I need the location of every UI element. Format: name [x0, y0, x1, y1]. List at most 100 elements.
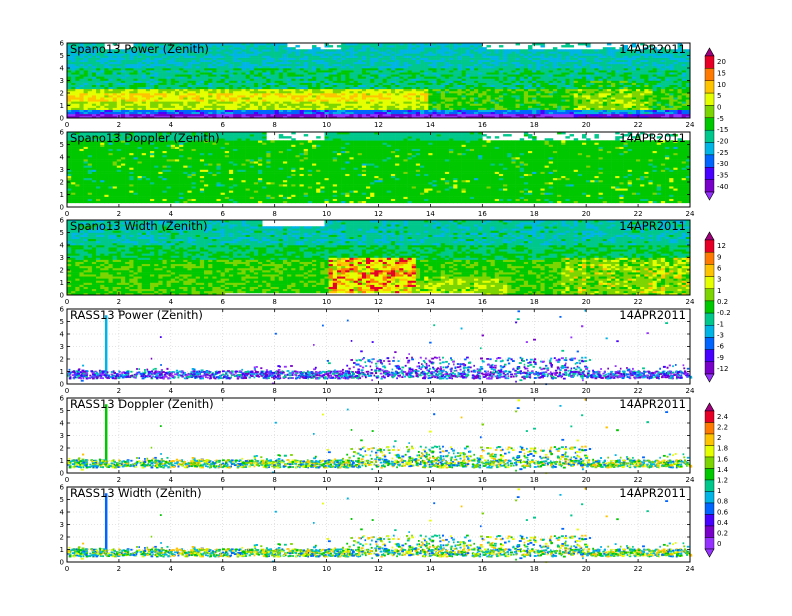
heat-cell [528, 53, 532, 55]
heat-cell [320, 91, 324, 93]
heat-cell [96, 66, 100, 68]
heat-cell [158, 76, 162, 78]
heat-cell [403, 95, 407, 97]
heat-cell [636, 112, 640, 114]
heat-cell [295, 85, 299, 87]
heat-cell [341, 103, 345, 105]
heat-cell [412, 85, 416, 87]
heat-cell [445, 49, 449, 51]
heat-cell [183, 66, 187, 68]
heat-cell [283, 53, 287, 55]
heat-cell [175, 78, 179, 80]
heat-cell [366, 72, 370, 74]
heat-cell [632, 91, 636, 93]
heat-cell [163, 58, 167, 60]
heat-cell [266, 70, 270, 72]
heat-cell [325, 56, 329, 58]
heat-cell [217, 68, 221, 70]
heat-cell [217, 58, 221, 60]
heat-cell [565, 81, 569, 83]
heat-cell [379, 112, 383, 114]
heat-cell [366, 112, 370, 114]
heat-cell [79, 108, 83, 110]
heat-cell [204, 60, 208, 62]
heat-cell [129, 91, 133, 93]
heat-cell [167, 95, 171, 97]
heat-cell [412, 106, 416, 108]
heat-cell [445, 78, 449, 80]
heat-cell [561, 64, 565, 66]
heat-cell [221, 101, 225, 103]
heat-cell [561, 51, 565, 53]
heat-cell [125, 103, 129, 105]
heat-cell [258, 95, 262, 97]
heat-cell [287, 58, 291, 60]
heat-cell [142, 78, 146, 80]
heat-cell [536, 95, 540, 97]
heat-cell [648, 58, 652, 60]
heat-cell [271, 58, 275, 60]
heat-cell [308, 110, 312, 112]
heat-cell [212, 99, 216, 101]
heat-cell [96, 68, 100, 70]
heat-cell [594, 87, 598, 89]
heat-cell [457, 112, 461, 114]
heat-cell [254, 49, 258, 51]
heat-cell [499, 74, 503, 76]
heat-cell [636, 85, 640, 87]
heat-cell [536, 112, 540, 114]
heat-cell [266, 68, 270, 70]
heat-cell [495, 74, 499, 76]
heat-cell [565, 62, 569, 64]
heat-cell [453, 93, 457, 95]
heat-cell [283, 89, 287, 91]
heat-cell [408, 91, 412, 93]
heat-cell [408, 81, 412, 83]
heat-cell [374, 95, 378, 97]
heat-cell [109, 106, 113, 108]
heat-cell [599, 106, 603, 108]
heat-cell [133, 62, 137, 64]
heat-cell [287, 114, 291, 116]
heat-cell [217, 91, 221, 93]
heat-cell [619, 58, 623, 60]
heat-cell [283, 99, 287, 101]
heat-cell [491, 51, 495, 53]
heat-cell [266, 83, 270, 85]
heat-cell [71, 106, 75, 108]
heat-cell [428, 101, 432, 103]
heat-cell [154, 97, 158, 99]
heat-cell [329, 83, 333, 85]
heat-cell [441, 47, 445, 49]
heat-cell [75, 110, 79, 112]
heat-cell [478, 68, 482, 70]
heat-cell [570, 70, 574, 72]
heat-cell [254, 53, 258, 55]
heat-cell [75, 106, 79, 108]
heat-cell [636, 108, 640, 110]
heat-cell [536, 110, 540, 112]
heat-cell [129, 72, 133, 74]
heat-cell [416, 51, 420, 53]
heat-cell [391, 64, 395, 66]
heat-cell [470, 87, 474, 89]
heat-cell [403, 62, 407, 64]
heat-cell [570, 85, 574, 87]
heat-cell [241, 53, 245, 55]
heat-cell [192, 78, 196, 80]
heat-cell [84, 76, 88, 78]
heat-cell [474, 110, 478, 112]
heat-cell [374, 62, 378, 64]
heat-cell [478, 112, 482, 114]
heat-cell [283, 87, 287, 89]
heat-cell [557, 85, 561, 87]
heat-cell [283, 97, 287, 99]
heat-cell [491, 74, 495, 76]
heat-cell [79, 93, 83, 95]
heat-cell [125, 99, 129, 101]
heat-cell [237, 101, 241, 103]
heat-cell [486, 58, 490, 60]
heat-cell [383, 74, 387, 76]
heat-cell [632, 97, 636, 99]
heat-cell [312, 76, 316, 78]
